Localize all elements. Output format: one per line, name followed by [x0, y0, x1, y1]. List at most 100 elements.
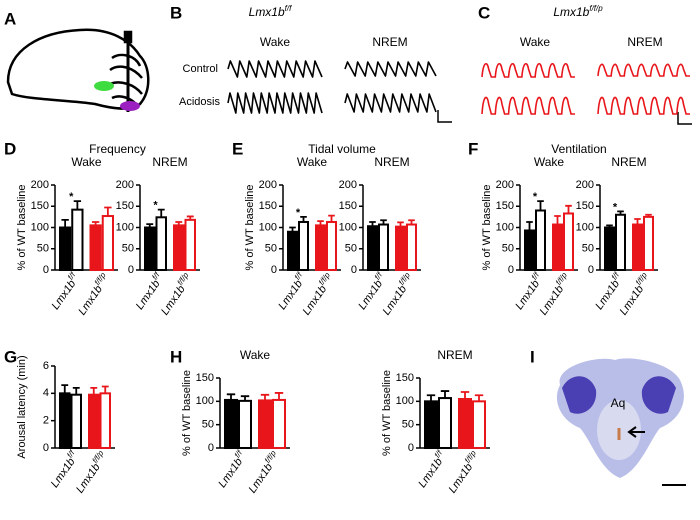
error-bar	[289, 226, 296, 232]
error-bar	[104, 206, 112, 217]
bar	[70, 393, 82, 450]
group-label-name: Lmx1b	[246, 461, 275, 495]
y-tick-label: 50	[202, 419, 214, 431]
histology-image	[556, 358, 686, 486]
y-tick-label: 200	[116, 179, 134, 191]
group-label: Lmx1bf/f	[47, 270, 82, 312]
y-axis-label: % of WT baseline	[181, 370, 193, 456]
y-tick-label: 200	[339, 179, 357, 191]
bar	[552, 223, 563, 271]
breathing-trace	[597, 96, 690, 115]
group-label-sup: f/f/p	[93, 270, 108, 287]
group-label: Lmx1bf/f/p	[615, 270, 654, 317]
state-label: Wake	[260, 35, 291, 49]
group-label: Lmx1bf/f	[214, 448, 249, 490]
bar	[395, 225, 406, 271]
error-bar	[317, 220, 324, 226]
group-label-sup: f/f/p	[317, 270, 332, 287]
bar	[367, 225, 378, 272]
group-label-name: Lmx1b	[380, 283, 409, 317]
y-tick-label: 100	[496, 221, 514, 233]
y-tick-label: 4	[43, 387, 49, 399]
error-bar	[72, 386, 80, 395]
breathing-trace	[481, 62, 575, 78]
y-tick-label: 0	[208, 442, 214, 454]
panel-letter: H	[170, 347, 182, 366]
error-bar	[537, 200, 544, 211]
error-bar	[73, 200, 82, 210]
subplot-title: Wake	[71, 155, 102, 169]
bar	[615, 213, 626, 271]
panel-letter: F	[468, 139, 478, 158]
subplot-title: Wake	[297, 155, 328, 169]
group-label: Lmx1bf/f/p	[298, 270, 337, 317]
subplot-title: NREM	[437, 348, 472, 362]
y-tick-label: 100	[576, 221, 594, 233]
y-tick-label: 100	[259, 221, 277, 233]
bar	[643, 215, 654, 271]
y-tick-label: 50	[582, 243, 594, 255]
green-region	[94, 81, 114, 91]
traces-title: Lmx1bf/f	[249, 4, 292, 19]
bar	[315, 224, 326, 271]
y-tick-label: 150	[196, 372, 214, 384]
group-label-sup: f/f/p	[263, 448, 278, 465]
traces-cko-title-sup: f/f/p	[589, 4, 603, 13]
bar	[144, 226, 156, 271]
breathing-trace	[227, 60, 323, 78]
error-bar	[460, 391, 470, 399]
group-label-name: Lmx1b	[416, 456, 445, 490]
y-tick-label: 100	[196, 395, 214, 407]
error-bar	[157, 208, 165, 218]
y-axis-label: Arousal latency (min)	[16, 355, 28, 458]
error-bar	[554, 215, 561, 225]
y-tick-label: 150	[576, 200, 594, 212]
error-bar	[101, 385, 109, 394]
group-label: Lmx1bf/f/p	[535, 270, 574, 317]
group-label-sup: f/f	[233, 448, 245, 459]
panel-heading: Frequency	[89, 142, 146, 156]
group-label-name: Lmx1b	[356, 278, 385, 312]
traces-title-sup: f/f	[285, 4, 292, 13]
group-label-sup: f/f	[65, 448, 77, 459]
brain-schematic	[6, 28, 150, 112]
y-tick-label: 50	[345, 243, 357, 255]
bar	[272, 398, 286, 449]
panel-letter: C	[478, 3, 490, 22]
error-bar	[300, 215, 307, 222]
y-tick-label: 150	[496, 200, 514, 212]
significance-star: *	[533, 191, 538, 203]
bar	[155, 216, 167, 272]
y-tick-label: 0	[588, 264, 594, 276]
y-tick-label: 0	[351, 264, 357, 276]
condition-label: Control	[183, 63, 218, 75]
error-bar	[328, 214, 335, 222]
panel-letter: E	[232, 139, 243, 158]
error-bar	[91, 221, 100, 226]
y-axis-label: % of WT baseline	[244, 184, 256, 270]
error-bar	[526, 221, 533, 231]
panel-heading: Ventilation	[551, 142, 606, 156]
bar	[59, 226, 72, 271]
group-label: Lmx1bf/f/p	[244, 448, 283, 495]
bar	[424, 400, 438, 450]
group-label-sup: f/f/p	[554, 270, 569, 287]
group-label-sup: f/f/p	[397, 270, 412, 287]
y-tick-label: 0	[408, 442, 414, 454]
group-label-sup: f/f	[530, 270, 542, 281]
group-label-sup: f/f	[293, 270, 305, 281]
error-bar	[240, 395, 250, 401]
y-tick-label: 0	[508, 264, 514, 276]
bar	[563, 212, 574, 272]
bar	[89, 224, 102, 271]
error-bar	[408, 219, 415, 225]
y-tick-label: 200	[31, 179, 49, 191]
group-label-name: Lmx1b	[134, 278, 163, 312]
subplot-title: NREM	[374, 155, 409, 169]
traces-cko-title-name: Lmx1b	[553, 5, 589, 19]
y-tick-label: 0	[43, 442, 49, 454]
group-label: Lmx1bf/f/p	[74, 270, 113, 317]
y-tick-label: 100	[396, 395, 414, 407]
subplot-title: Wake	[240, 348, 271, 362]
aq-label: Aq	[611, 396, 626, 410]
